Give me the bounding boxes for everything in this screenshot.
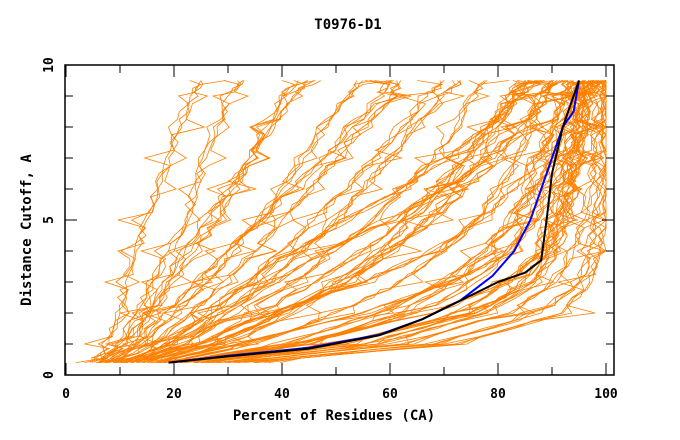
model-curve [204, 80, 608, 363]
model-curve [92, 80, 240, 363]
model-curve [143, 80, 490, 363]
model-curve [150, 80, 594, 363]
x-tick-label: 100 [594, 387, 618, 402]
model-curve [112, 80, 394, 363]
model-curve [97, 80, 321, 363]
model-curve [216, 80, 605, 363]
model-curve [101, 80, 250, 363]
model-curve [125, 80, 462, 363]
model-curve [195, 80, 595, 363]
x-tick-label: 0 [62, 387, 70, 402]
y-tick-label: 0 [42, 371, 57, 379]
x-tick-label: 40 [274, 387, 290, 402]
model-curve [106, 80, 372, 363]
model-curve [164, 80, 554, 363]
model-curve [118, 80, 412, 363]
x-tick-label: 60 [382, 387, 398, 402]
model-curve [130, 80, 540, 363]
model-curve [157, 80, 600, 363]
x-tick-label: 20 [166, 387, 182, 402]
curves [75, 80, 608, 364]
model-curve [114, 80, 402, 363]
model-curve [95, 80, 407, 363]
model-curve [146, 80, 526, 363]
model-curve [238, 80, 607, 363]
model-curve [116, 80, 534, 363]
model-curve [152, 80, 569, 363]
model-curve [155, 80, 576, 363]
model-curve [109, 80, 364, 363]
model-curve [280, 80, 607, 363]
x-axis-label: Percent of Residues (CA) [233, 408, 435, 424]
x-tick-label: 80 [490, 387, 506, 402]
model-curve [104, 80, 509, 363]
model-curve [157, 80, 558, 363]
y-axis-label: Distance Cutoff, A [19, 154, 35, 306]
model-curve [196, 80, 605, 363]
model-curve [208, 80, 596, 363]
model-curve [160, 80, 538, 363]
model-curve [268, 80, 607, 363]
model-curve [125, 80, 542, 363]
model-curve [98, 80, 315, 363]
model-curve [123, 80, 542, 363]
model-curve [148, 80, 604, 363]
y-tick-label: 5 [42, 216, 57, 224]
model-curve [75, 80, 316, 363]
highlight-curve-black [168, 80, 580, 364]
chart-title: T0976-D1 [314, 17, 381, 33]
model-curve [103, 80, 299, 363]
model-curve [84, 80, 226, 363]
model-curve [98, 80, 466, 363]
model-curve [119, 80, 400, 363]
y-tick-label: 10 [42, 57, 57, 73]
model-curve [97, 80, 202, 363]
model-curve [125, 80, 594, 363]
axis-ticks: 0 20 40 60 80 100 0 5 10 [42, 57, 618, 402]
model-curve [120, 80, 392, 363]
model-curve [109, 80, 401, 363]
model-curve [159, 80, 567, 363]
model-curve [173, 80, 569, 363]
model-curve [100, 80, 305, 363]
